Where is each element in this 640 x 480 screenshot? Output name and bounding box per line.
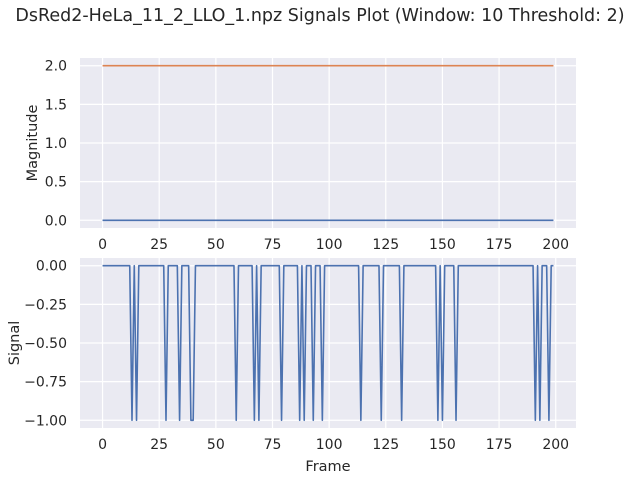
- x-tick-label: 0: [98, 437, 107, 453]
- y-axis-label: Signal: [7, 321, 23, 366]
- x-tick-label: 75: [264, 437, 282, 453]
- x-tick-label: 100: [316, 237, 343, 253]
- y-tick-label: 1.5: [45, 97, 67, 113]
- y-tick-label: −0.25: [24, 297, 67, 313]
- x-tick-label: 50: [207, 237, 225, 253]
- x-tick-label: 125: [372, 437, 399, 453]
- chart-title: DsRed2-HeLa_11_2_LLO_1.npz Signals Plot …: [15, 6, 625, 26]
- y-tick-label: −0.75: [24, 375, 67, 391]
- x-tick-label: 200: [542, 437, 569, 453]
- y-axis-label: Magnitude: [25, 105, 41, 182]
- x-tick-label: 175: [486, 237, 513, 253]
- y-tick-label: 2.0: [45, 59, 67, 75]
- x-tick-label: 25: [150, 237, 168, 253]
- y-tick-label: 0.5: [45, 175, 67, 191]
- series-line-1: [102, 264, 554, 422]
- y-tick-label: 0.0: [45, 213, 67, 229]
- x-tick-label: 75: [264, 237, 282, 253]
- x-tick-label: 0: [98, 237, 107, 253]
- x-tick-label: 150: [429, 237, 456, 253]
- y-tick-label: −0.50: [24, 336, 67, 352]
- x-tick-label: 200: [542, 237, 569, 253]
- subplot-2: 0 25 50 75 100 125 150 175 200 0.00 −0.25 −0.50 −0.7…: [7, 258, 576, 475]
- x-tick-label: 25: [150, 437, 168, 453]
- x-axis-label: Frame: [305, 459, 350, 475]
- y-tick-label: −1.00: [24, 413, 67, 429]
- x-tick-label: 50: [207, 437, 225, 453]
- x-tick-label: 125: [372, 237, 399, 253]
- x-tick-label: 175: [486, 437, 513, 453]
- x-tick-label: 100: [316, 437, 343, 453]
- subplot-1: 0 25 50 75 100 125 150 175 200 0.0 0.5 1.0 1.5 2.0 Mag…: [25, 58, 576, 253]
- y-tick-label: 1.0: [45, 136, 67, 152]
- y-tick-label: 0.00: [36, 259, 67, 275]
- x-tick-label: 150: [429, 437, 456, 453]
